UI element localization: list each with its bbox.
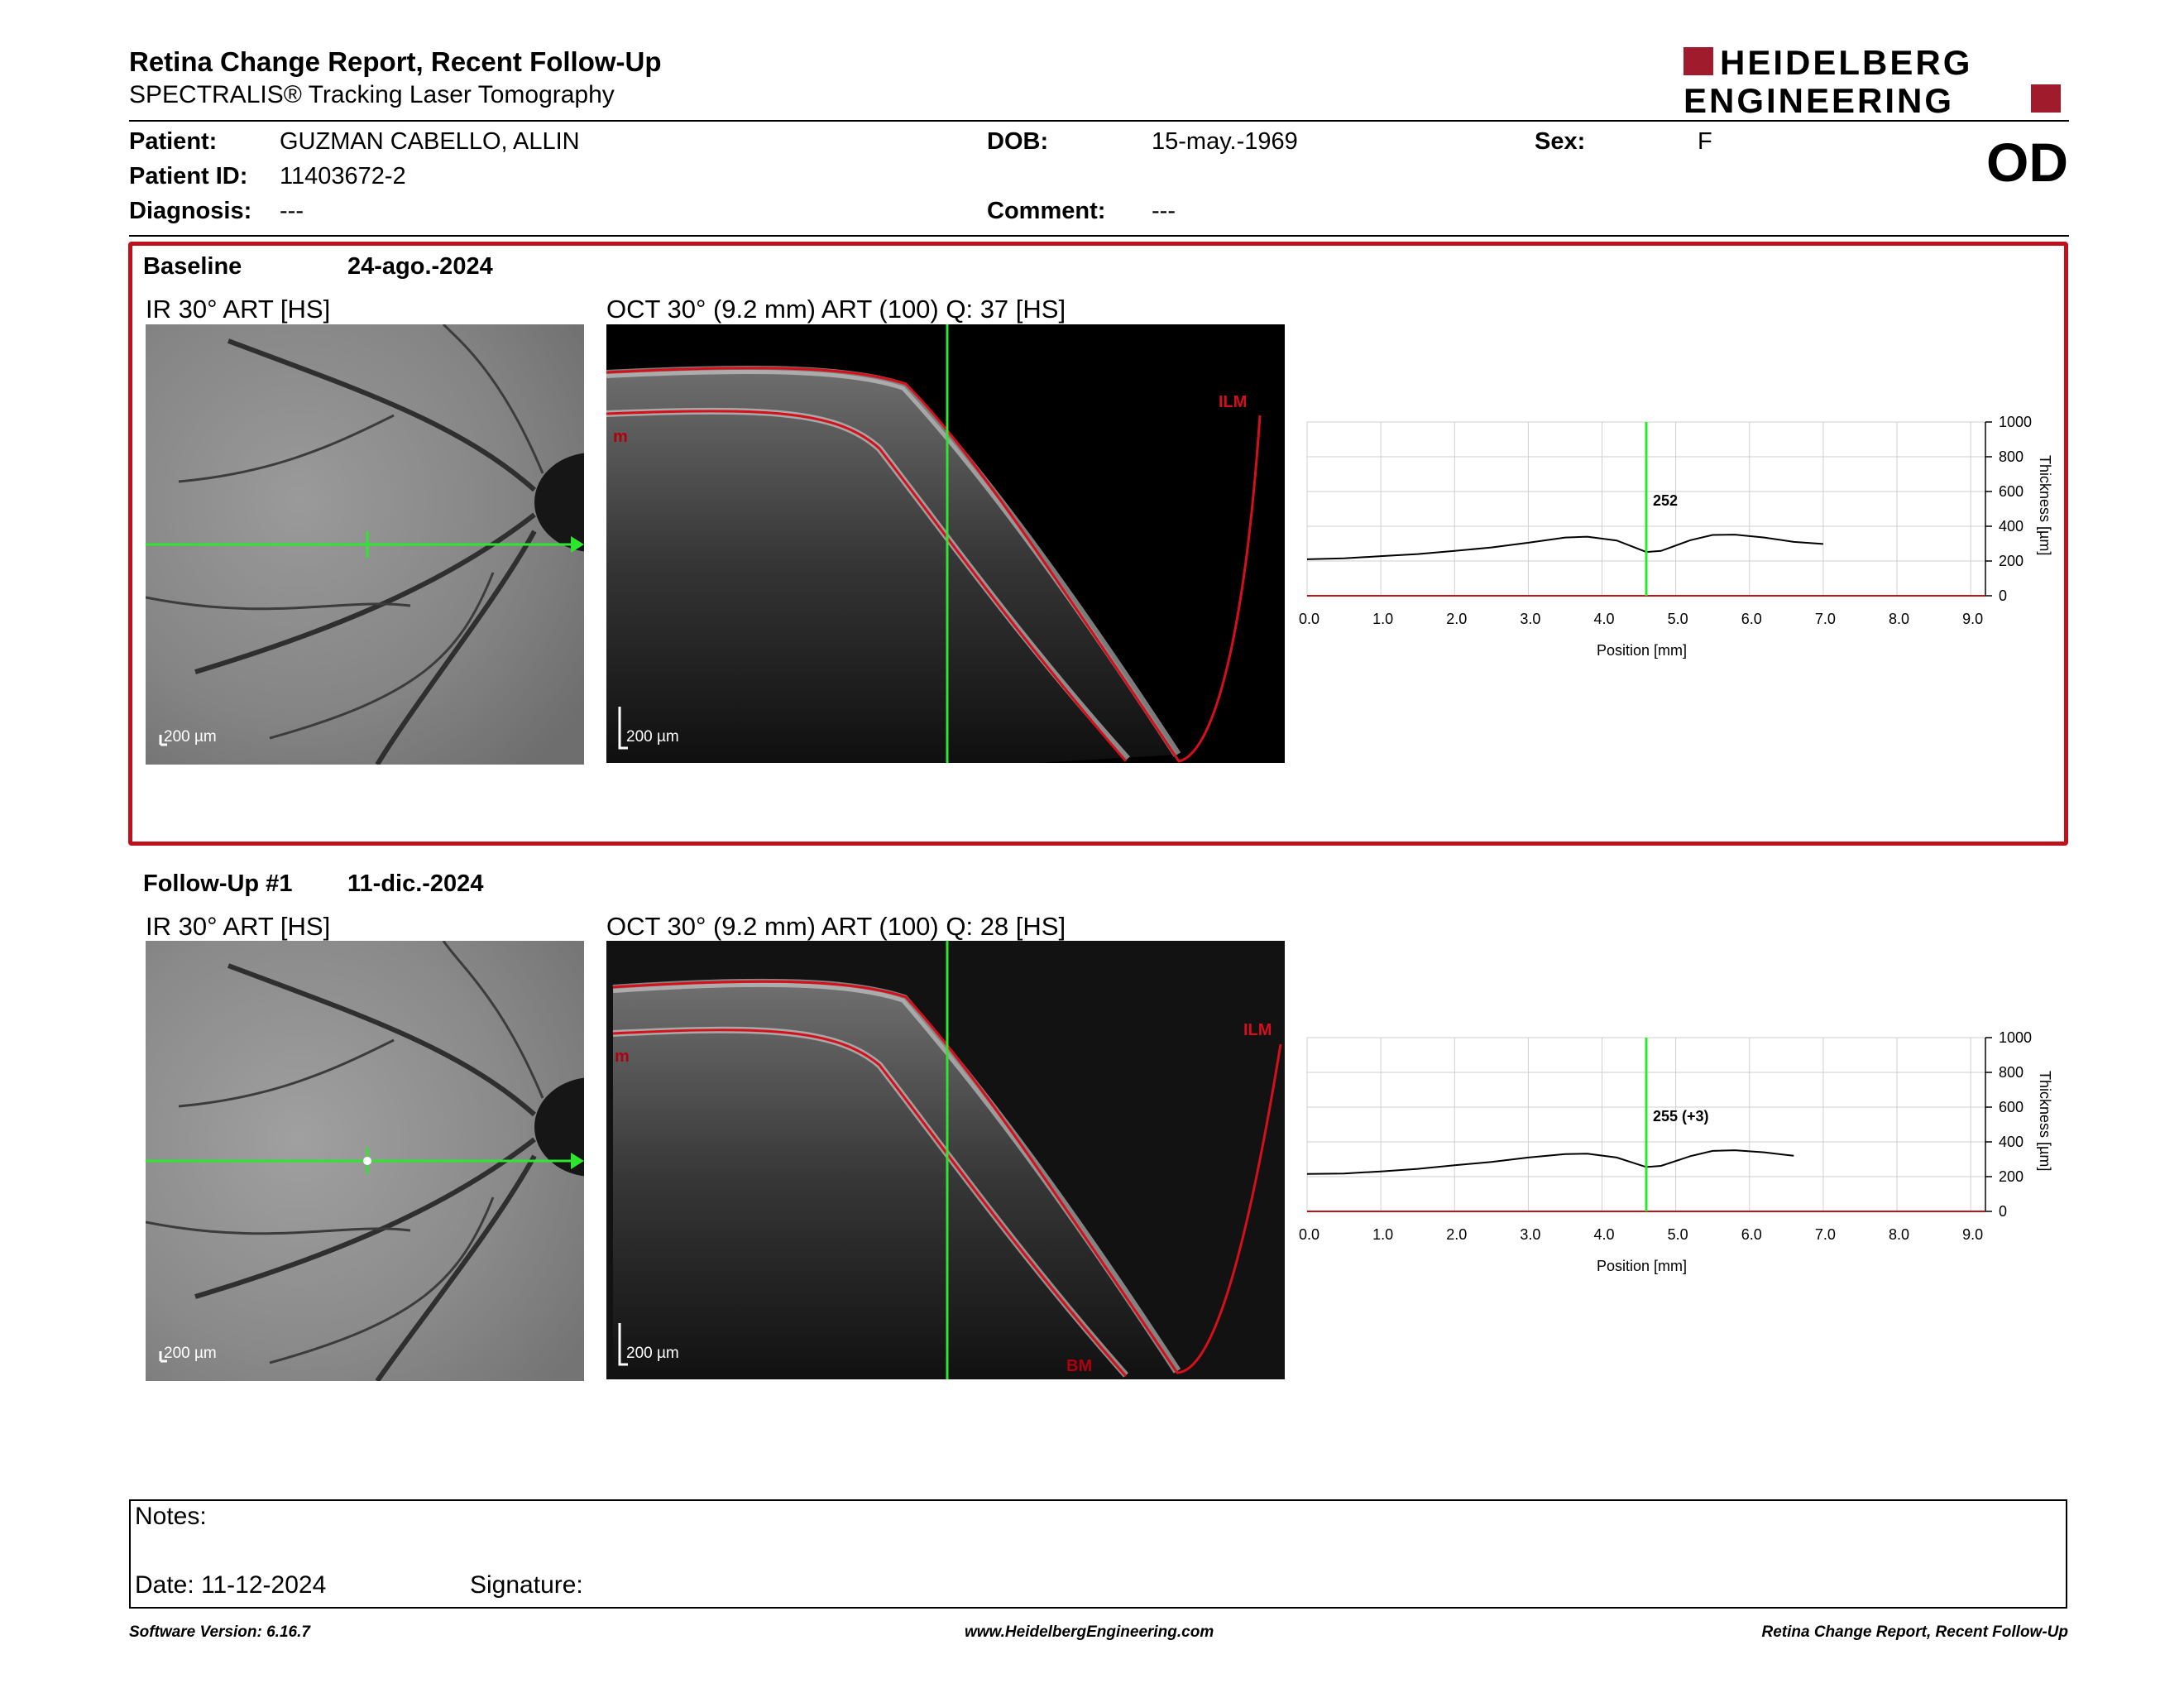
report-subtitle: SPECTRALIS® Tracking Laser Tomography <box>129 81 615 108</box>
chart-xtick-label: 4.0 <box>1594 1226 1615 1243</box>
notes-label: Notes: <box>135 1503 207 1530</box>
notes-date: Date: 11-12-2024 <box>135 1571 327 1599</box>
chart-xtick-label: 3.0 <box>1520 611 1540 627</box>
chart-xtick-label: 0.0 <box>1299 1226 1320 1243</box>
chart-xtick-label: 6.0 <box>1741 1226 1762 1243</box>
chart-ytick-label: 800 <box>1999 1064 2024 1081</box>
chart-ytick-label: 1000 <box>1999 1029 2032 1046</box>
diagnosis-label: Diagnosis: <box>129 198 252 224</box>
followup-oct-scale: 200 µm <box>626 1345 679 1362</box>
chart-x-axis-label: Position [mm] <box>1597 642 1687 659</box>
chart-xtick-label: 1.0 <box>1372 611 1393 627</box>
brand-line1: HEIDELBERG <box>1720 45 1972 82</box>
followup-ir-title: IR 30° ART [HS] <box>146 912 331 941</box>
baseline-thickness-chart: 0 200 400 600 800 1000 0.0 1.0 2.0 3.0 4.0 5.0 6.0 7.… <box>1299 409 2068 674</box>
followup-m-label: m <box>615 1048 630 1066</box>
baseline-ir-title: IR 30° ART [HS] <box>146 295 331 324</box>
chart-xtick-label: 5.0 <box>1668 611 1688 627</box>
chart-ytick-label: 0 <box>1999 587 2007 604</box>
baseline-date: 24-ago.-2024 <box>347 253 493 280</box>
patient-divider <box>129 235 2069 237</box>
chart-xtick-label: 9.0 <box>1962 611 1983 627</box>
dob-value: 15-may.-1969 <box>1152 128 1298 155</box>
chart-xtick-label: 7.0 <box>1815 611 1836 627</box>
baseline-ir-scale: 200 µm <box>164 728 217 746</box>
chart-series-line <box>1306 1149 1794 1175</box>
chart-ytick-label: 0 <box>1999 1203 2007 1220</box>
header-divider <box>129 120 2069 122</box>
footer-software-version: Software Version: 6.16.7 <box>129 1623 310 1641</box>
followup-ir-image[interactable]: 200 µm <box>146 941 584 1381</box>
followup-date: 11-dic.-2024 <box>347 870 484 897</box>
chart-series-line <box>1306 534 1823 560</box>
patient-id-label: Patient ID: <box>129 163 248 189</box>
chart-xtick-label: 8.0 <box>1889 1226 1909 1243</box>
report-title: Retina Change Report, Recent Follow-Up <box>129 46 662 77</box>
baseline-ir-image[interactable]: 200 µm <box>146 324 584 765</box>
chart-xtick-label: 1.0 <box>1372 1226 1393 1243</box>
sex-value: F <box>1698 128 1712 155</box>
brand-logo: HEIDELBERG ENGINEERING <box>1684 43 2064 120</box>
chart-xtick-label: 9.0 <box>1962 1226 1983 1243</box>
sex-label: Sex: <box>1535 128 1586 155</box>
followup-bm-label: BM <box>1066 1357 1092 1375</box>
chart-xtick-label: 6.0 <box>1741 611 1762 627</box>
followup-label: Follow-Up #1 <box>143 870 293 897</box>
chart-ytick-label: 200 <box>1999 553 2024 569</box>
chart-y-axis-label: Thickness [µm] <box>2037 1071 2053 1171</box>
chart-ytick-label: 400 <box>1999 518 2024 535</box>
chart-ytick-label: 800 <box>1999 448 2024 465</box>
comment-label: Comment: <box>987 198 1106 224</box>
chart-xtick-label: 0.0 <box>1299 611 1320 627</box>
footer-website[interactable]: www.HeidelbergEngineering.com <box>965 1623 1214 1641</box>
eye-label: OD <box>1986 132 2068 193</box>
followup-thickness-chart: 0 200 400 600 800 1000 0.0 1.0 2.0 3.0 4.0 5.0 6.0 7.… <box>1299 1024 2068 1289</box>
chart-ytick-label: 600 <box>1999 483 2024 500</box>
comment-value: --- <box>1152 198 1176 224</box>
notes-box[interactable] <box>129 1499 2067 1609</box>
chart-xtick-label: 2.0 <box>1446 1226 1467 1243</box>
dob-label: DOB: <box>987 128 1049 155</box>
baseline-label: Baseline <box>143 253 242 280</box>
followup-oct-title: OCT 30° (9.2 mm) ART (100) Q: 28 [HS] <box>606 912 1066 941</box>
chart-ytick-label: 200 <box>1999 1168 2024 1185</box>
chart-marker-label: 252 <box>1653 492 1678 509</box>
chart-y-axis-label: Thickness [µm] <box>2037 455 2053 555</box>
baseline-oct-image[interactable]: ILM m 200 µm <box>606 324 1285 763</box>
chart-xtick-label: 2.0 <box>1446 611 1467 627</box>
chart-xtick-label: 3.0 <box>1520 1226 1540 1243</box>
followup-ir-scale: 200 µm <box>164 1345 217 1362</box>
chart-ytick-label: 1000 <box>1999 414 2032 430</box>
baseline-oct-scale: 200 µm <box>626 728 679 746</box>
patient-id: 11403672-2 <box>280 163 406 189</box>
footer-report-name: Retina Change Report, Recent Follow-Up <box>1761 1623 2068 1641</box>
chart-xtick-label: 7.0 <box>1815 1226 1836 1243</box>
baseline-m-label: m <box>613 428 628 446</box>
followup-oct-image[interactable]: ILM m BM 200 µm <box>606 941 1285 1379</box>
diagnosis-value: --- <box>280 198 304 224</box>
baseline-oct-title: OCT 30° (9.2 mm) ART (100) Q: 37 [HS] <box>606 295 1066 324</box>
signature-label[interactable]: Signature: <box>470 1571 583 1599</box>
chart-x-axis-label: Position [mm] <box>1597 1258 1687 1274</box>
chart-xtick-label: 4.0 <box>1594 611 1615 627</box>
chart-marker-label: 255 (+3) <box>1653 1108 1709 1125</box>
chart-ytick-label: 600 <box>1999 1099 2024 1115</box>
chart-xtick-label: 5.0 <box>1668 1226 1688 1243</box>
baseline-ilm-label: ILM <box>1219 393 1247 411</box>
chart-ytick-label: 400 <box>1999 1134 2024 1150</box>
brand-line2: ENGINEERING <box>1684 81 1954 116</box>
followup-ilm-label: ILM <box>1243 1021 1272 1039</box>
patient-label: Patient: <box>129 128 218 155</box>
chart-xtick-label: 8.0 <box>1889 611 1909 627</box>
patient-name: GUZMAN CABELLO, ALLIN <box>280 128 580 155</box>
baseline-frame <box>128 242 2068 846</box>
